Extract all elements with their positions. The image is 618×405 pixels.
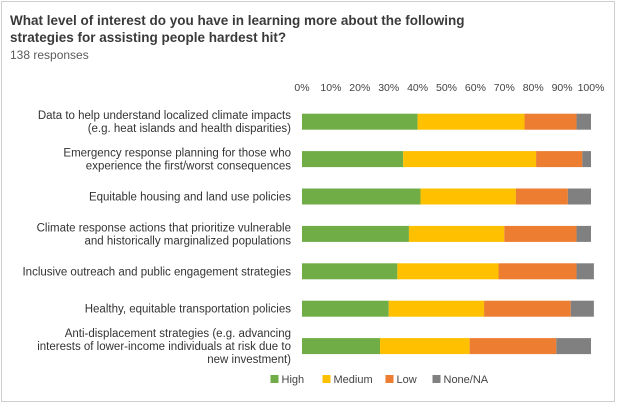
bar-segment (380, 338, 470, 355)
bar-segment (397, 263, 499, 280)
x-tick-label: 90% (552, 82, 573, 94)
bar-segment (388, 300, 485, 317)
legend-label: High (282, 374, 305, 386)
x-tick-label: 100% (578, 82, 605, 94)
bar-segment (469, 338, 557, 355)
bar-segment (515, 188, 568, 205)
bar-segment (302, 225, 409, 242)
x-tick-label: 80% (523, 82, 544, 94)
category-label: Data to help understand localized climat… (38, 110, 291, 135)
category-label: Anti-displacement strategies (e.g. advan… (37, 328, 291, 366)
bar-segment (302, 263, 398, 280)
chart-subtitle: 138 responses (10, 48, 89, 62)
category-label: Emergency response planning for those wh… (63, 148, 291, 173)
bar-segment (504, 225, 577, 242)
bar-segment (403, 151, 537, 168)
category-label: Inclusive outreach and public engagement… (22, 266, 291, 278)
bar-segment (484, 300, 571, 317)
category-label-line: Inclusive outreach and public engagement… (22, 266, 291, 278)
x-tick-label: 60% (465, 82, 486, 94)
category-label-line: (e.g. heat islands and health disparitie… (88, 123, 291, 135)
legend-swatch (432, 375, 441, 383)
legend-label: None/NA (444, 374, 489, 386)
chart-title: What level of interest do you have in le… (10, 13, 465, 45)
bar-segment (536, 151, 583, 168)
legend-label: Medium (334, 374, 373, 386)
bar-segment (408, 225, 505, 242)
category-label-line: Anti-displacement strategies (e.g. advan… (65, 328, 291, 340)
x-tick-label: 10% (320, 82, 341, 94)
x-tick-label: 20% (349, 82, 370, 94)
category-label-line: and historically marginalized population… (85, 235, 292, 247)
legend-swatch (385, 375, 394, 383)
bar-segment (576, 225, 591, 242)
x-tick-label: 70% (494, 82, 515, 94)
bar-segment (576, 263, 594, 280)
category-label-line: Healthy, equitable transportation polici… (85, 304, 292, 316)
bar-segment (302, 113, 418, 130)
category-label: Equitable housing and land use policies (89, 192, 291, 204)
category-label-line: Data to help understand localized climat… (38, 110, 291, 122)
category-label-line: interests of lower-income individuals at… (37, 341, 291, 353)
x-tick-label: 30% (378, 82, 399, 94)
category-label-line: new investment) (207, 354, 291, 366)
legend-label: Low (397, 374, 417, 386)
bar-segment (302, 300, 389, 317)
bar-segment (417, 113, 525, 130)
bar-segment (567, 188, 591, 205)
bar-segment (302, 188, 421, 205)
bar-segment (498, 263, 577, 280)
legend-swatch (270, 375, 279, 383)
bar-segment (420, 188, 516, 205)
bar-segment (576, 113, 591, 130)
category-label-line: Equitable housing and land use policies (89, 192, 291, 204)
bar-segment (556, 338, 591, 355)
x-tick-label: 0% (294, 82, 309, 94)
bar-segment (302, 338, 381, 355)
category-label-line: Climate response actions that prioritize… (37, 222, 291, 234)
bar-segment (570, 300, 594, 317)
x-tick-label: 50% (436, 82, 457, 94)
x-tick-label: 40% (407, 82, 428, 94)
category-label-line: experience the first/worst consequences (86, 161, 291, 173)
legend-swatch (322, 375, 331, 383)
bar-segment (582, 151, 591, 168)
category-label: Climate response actions that prioritize… (37, 222, 292, 247)
bar-segment (524, 113, 577, 130)
category-label-line: Emergency response planning for those wh… (63, 148, 291, 160)
category-label: Healthy, equitable transportation polici… (85, 304, 292, 316)
bar-segment (302, 151, 404, 168)
